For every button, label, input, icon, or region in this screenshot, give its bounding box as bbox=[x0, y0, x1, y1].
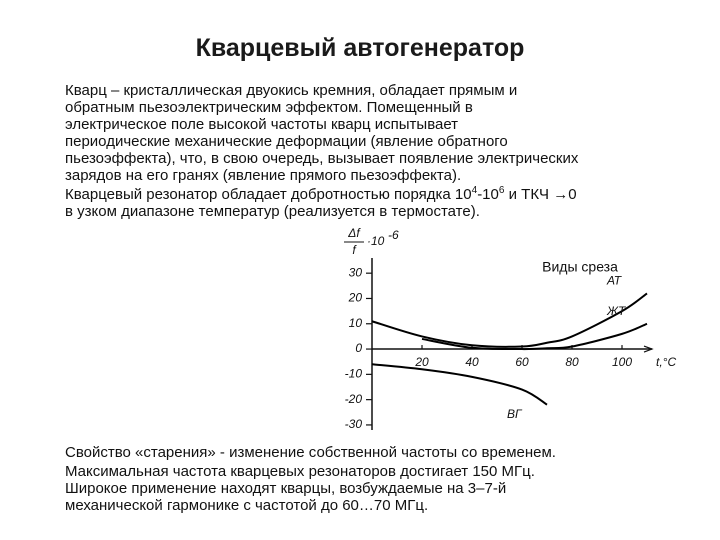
series-label: АТ bbox=[606, 274, 623, 288]
bullet: Свойство «старения» - изменение собствен… bbox=[65, 444, 705, 461]
superscript: 4 bbox=[471, 185, 478, 196]
bullet-list: Кварц – кристаллическая двуокись кремния… bbox=[65, 82, 705, 220]
text: механической гармонике с частотой до 60…… bbox=[65, 497, 429, 514]
bullet-line: обратным пьезоэлектрическим эффектом. По… bbox=[65, 99, 705, 116]
bullet-line: в узком диапазоне температур (реализуетс… bbox=[65, 203, 705, 220]
text: и ТКЧ →0 bbox=[504, 186, 577, 203]
bullet-line: периодические механические деформации (я… bbox=[65, 133, 705, 150]
text: -10 bbox=[477, 186, 499, 203]
y-tick-label: 20 bbox=[348, 291, 363, 305]
x-tick-label: 40 bbox=[465, 355, 479, 369]
text: Кварцевый резонатор обладает добротность… bbox=[65, 186, 472, 203]
x-tick-label: 20 bbox=[414, 355, 429, 369]
x-tick-label: 60 bbox=[515, 355, 529, 369]
bullet-list: Свойство «старения» - изменение собствен… bbox=[65, 444, 705, 514]
text: Свойство «старения» - изменение собствен… bbox=[65, 444, 556, 461]
y-label: f bbox=[352, 243, 357, 257]
text: зарядов на его гранях (явление прямого п… bbox=[65, 167, 462, 184]
text: Широкое применение находят кварцы, возбу… bbox=[65, 480, 507, 497]
text: электрическое поле высокой частоты кварц… bbox=[65, 116, 459, 133]
y-tick-label: -20 bbox=[345, 392, 363, 406]
series-label: ВГ bbox=[507, 407, 523, 421]
bullet: Кварц – кристаллическая двуокись кремния… bbox=[65, 82, 705, 184]
bullet-line: зарядов на его гранях (явление прямого п… bbox=[65, 167, 705, 184]
y-label: -6 bbox=[388, 228, 399, 242]
bullet-line: Кварц – кристаллическая двуокись кремния… bbox=[65, 82, 705, 99]
bullet-line: Широкое применение находят кварцы, возбу… bbox=[65, 480, 705, 497]
y-label: Δf bbox=[347, 226, 361, 240]
bullet-line: Кварцевый резонатор обладает добротность… bbox=[65, 185, 705, 204]
x-label: t,°C bbox=[656, 355, 676, 369]
text: периодические механические деформации (я… bbox=[65, 133, 508, 150]
series-label: ЖТ bbox=[606, 304, 627, 318]
y-tick-label: 0 bbox=[355, 341, 362, 355]
bullet-line: механической гармонике с частотой до 60…… bbox=[65, 497, 705, 514]
bullet: Кварцевый резонатор обладает добротность… bbox=[65, 185, 705, 221]
text: в узком диапазоне температур (реализуетс… bbox=[65, 203, 480, 220]
text: Кварц – кристаллическая двуокись кремния… bbox=[65, 82, 518, 99]
curve bbox=[421, 322, 648, 351]
y-tick-label: 30 bbox=[349, 265, 363, 279]
text: обратным пьезоэлектрическим эффектом. По… bbox=[65, 99, 473, 116]
x-tick-label: 80 bbox=[565, 355, 579, 369]
text: пьезоэффекта), что, в свою очередь, вызы… bbox=[65, 150, 579, 167]
bullet-line: Максимальная частота кварцевых резонатор… bbox=[65, 463, 705, 480]
note: Виды среза bbox=[542, 259, 618, 275]
y-tick-label: -10 bbox=[345, 367, 363, 381]
bullet-line: пьезоэффекта), что, в свою очередь, вызы… bbox=[65, 150, 705, 167]
curve bbox=[371, 292, 648, 348]
y-tick-label: 10 bbox=[349, 316, 363, 330]
bullet-line: электрическое поле высокой частоты кварц… bbox=[65, 116, 705, 133]
x-axis-arrow bbox=[643, 345, 654, 353]
slide-title: Кварцевый автогенератор bbox=[195, 34, 525, 62]
text: Максимальная частота кварцевых резонатор… bbox=[65, 463, 535, 480]
x-tick-label: 100 bbox=[612, 355, 632, 369]
curve bbox=[371, 363, 548, 406]
y-tick-label: -30 bbox=[345, 417, 363, 431]
y-label: ·10 bbox=[367, 234, 385, 248]
bullet-line: Свойство «старения» - изменение собствен… bbox=[65, 444, 705, 461]
superscript: 6 bbox=[498, 185, 505, 196]
bullet: Максимальная частота кварцевых резонатор… bbox=[65, 463, 705, 514]
